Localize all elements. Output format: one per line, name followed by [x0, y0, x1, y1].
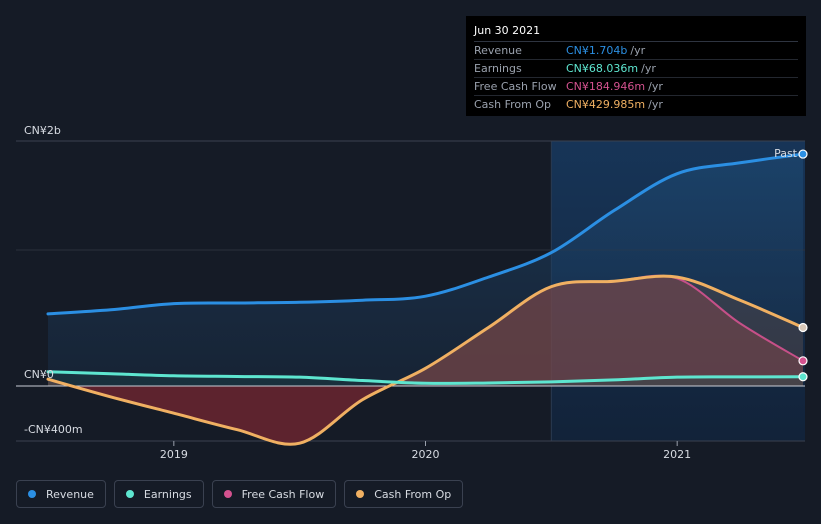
x-tick-label: 2020: [412, 448, 440, 461]
legend-dot-icon: [28, 490, 36, 498]
free-cash-flow-negative-area: [48, 386, 803, 445]
legend-item-free-cash-flow[interactable]: Free Cash Flow: [211, 480, 337, 508]
legend-label: Cash From Op: [374, 487, 452, 501]
tooltip-row-revenue: Revenue CN¥1.704b /yr: [474, 42, 798, 60]
cash-from-op-end-marker: [798, 322, 808, 333]
legend: Revenue Earnings Free Cash Flow Cash Fro…: [16, 480, 464, 508]
tooltip-value: CN¥184.946m: [566, 80, 646, 93]
cash-from-op-area: [48, 276, 803, 386]
tooltip-label: Earnings: [474, 62, 522, 75]
revenue-line: [46, 152, 805, 316]
legend-item-revenue[interactable]: Revenue: [16, 480, 106, 508]
revenue-end-marker: [798, 149, 808, 159]
tooltip-row-cash-from-op: Cash From Op CN¥429.985m /yr: [474, 96, 798, 113]
earnings-end-marker: [798, 372, 808, 382]
tooltip-label: Revenue: [474, 44, 522, 57]
tooltip-unit: /yr: [648, 98, 663, 111]
legend-item-earnings[interactable]: Earnings: [113, 480, 204, 508]
y-tick-label: -CN¥400m: [24, 423, 83, 436]
tooltip-label: Free Cash Flow: [474, 80, 557, 93]
free-cash-flow-area: [48, 275, 803, 386]
tooltip-unit: /yr: [648, 80, 663, 93]
legend-dot-icon: [125, 490, 134, 498]
past-label: Past: [774, 147, 798, 160]
tooltip-date: Jun 30 2021: [474, 23, 798, 42]
legend-dot-icon: [223, 490, 232, 498]
tooltip-unit: /yr: [630, 44, 646, 57]
tooltip-value: CN¥429.985m: [566, 98, 646, 111]
tooltip-panel: Jun 30 2021 Revenue CN¥1.704b /yr Earnin…: [466, 16, 806, 116]
free-cash-flow-end-marker: [798, 356, 808, 366]
cash-from-op-line: [46, 274, 805, 446]
tooltip-value: CN¥68.036m: [566, 62, 639, 75]
x-tick-label: 2021: [663, 448, 691, 461]
earnings-area: [48, 371, 803, 386]
tooltip-label: Cash From Op: [474, 98, 552, 111]
y-tick-label: CN¥2b: [24, 124, 61, 137]
tooltip-unit: /yr: [641, 62, 656, 75]
legend-label: Revenue: [46, 487, 94, 501]
tooltip-row-earnings: Earnings CN¥68.036m /yr: [474, 60, 798, 78]
y-tick-label: CN¥0: [24, 368, 54, 381]
legend-label: Free Cash Flow: [241, 487, 325, 501]
legend-dot-icon: [356, 490, 365, 498]
earnings-line: [46, 370, 805, 385]
legend-item-cash-from-op[interactable]: Cash From Op: [344, 480, 464, 508]
legend-label: Earnings: [143, 487, 192, 501]
x-tick-label: 2019: [160, 448, 188, 461]
tooltip-value: CN¥1.704b: [566, 44, 628, 57]
tooltip-row-free-cash-flow: Free Cash Flow CN¥184.946m /yr: [474, 78, 798, 96]
